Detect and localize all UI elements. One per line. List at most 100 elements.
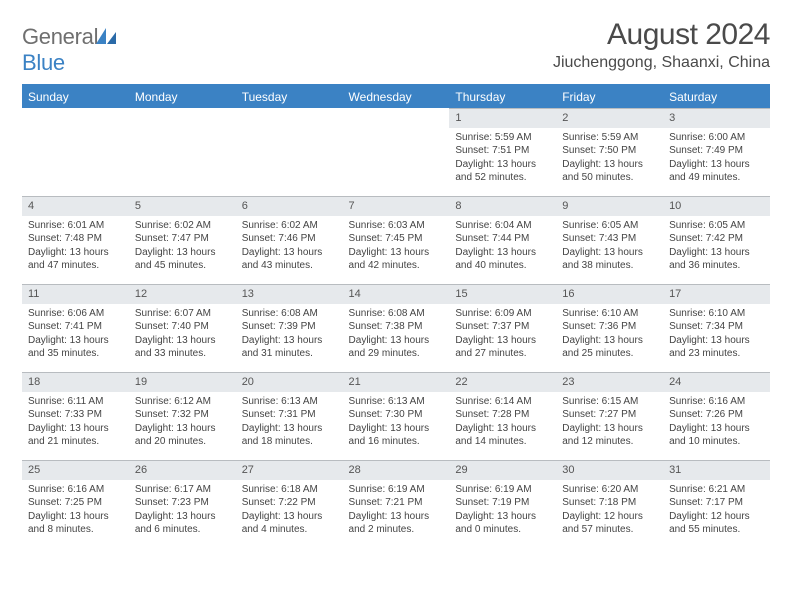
- sunset-text: Sunset: 7:39 PM: [242, 320, 337, 334]
- calendar-cell: 28Sunrise: 6:19 AMSunset: 7:21 PMDayligh…: [343, 460, 450, 548]
- sunset-text: Sunset: 7:48 PM: [28, 232, 123, 246]
- sunset-text: Sunset: 7:22 PM: [242, 496, 337, 510]
- calendar-cell: 27Sunrise: 6:18 AMSunset: 7:22 PMDayligh…: [236, 460, 343, 548]
- calendar-week: 1Sunrise: 5:59 AMSunset: 7:51 PMDaylight…: [22, 108, 770, 196]
- day-number: 21: [343, 372, 450, 392]
- daylight-text: Daylight: 13 hours and 8 minutes.: [28, 510, 123, 537]
- calendar-cell: 5Sunrise: 6:02 AMSunset: 7:47 PMDaylight…: [129, 196, 236, 284]
- day-number: 25: [22, 460, 129, 480]
- calendar-cell: 2 Sunrise: 5:59 AMSunset: 7:50 PMDaylight…: [556, 108, 663, 196]
- daylight-text: Daylight: 13 hours and 14 minutes.: [455, 422, 550, 449]
- day-header-row: SundayMondayTuesdayWednesdayThursdayFrid…: [22, 85, 770, 108]
- daylight-text: Daylight: 13 hours and 29 minutes.: [349, 334, 444, 361]
- day-body: Sunrise: 6:02 AMSunset: 7:46 PMDaylight:…: [236, 216, 343, 275]
- sunrise-text: Sunrise: 6:08 AM: [349, 307, 444, 321]
- title-block: August 2024 Jiuchenggong, Shaanxi, China: [553, 18, 770, 72]
- month-title: August 2024: [553, 18, 770, 52]
- daylight-text: Daylight: 13 hours and 52 minutes.: [455, 158, 550, 185]
- sunset-text: Sunset: 7:32 PM: [135, 408, 230, 422]
- sunrise-text: Sunrise: 6:08 AM: [242, 307, 337, 321]
- daylight-text: Daylight: 13 hours and 42 minutes.: [349, 246, 444, 273]
- day-body: Sunrise: 6:21 AMSunset: 7:17 PMDaylight:…: [663, 480, 770, 539]
- day-body: Sunrise: 6:06 AMSunset: 7:41 PMDaylight:…: [22, 304, 129, 363]
- calendar-cell: 9Sunrise: 6:05 AMSunset: 7:43 PMDaylight…: [556, 196, 663, 284]
- daylight-text: Daylight: 13 hours and 23 minutes.: [669, 334, 764, 361]
- calendar-cell: 30Sunrise: 6:20 AMSunset: 7:18 PMDayligh…: [556, 460, 663, 548]
- sunset-text: Sunset: 7:17 PM: [669, 496, 764, 510]
- day-number: 5: [129, 196, 236, 216]
- calendar-cell: 16Sunrise: 6:10 AMSunset: 7:36 PMDayligh…: [556, 284, 663, 372]
- sunset-text: Sunset: 7:47 PM: [135, 232, 230, 246]
- day-number: 3: [663, 108, 770, 128]
- day-number: 23: [556, 372, 663, 392]
- brand-sail-icon: [96, 24, 116, 50]
- sunset-text: Sunset: 7:21 PM: [349, 496, 444, 510]
- day-body: Sunrise: 6:11 AMSunset: 7:33 PMDaylight:…: [22, 392, 129, 451]
- sunset-text: Sunset: 7:23 PM: [135, 496, 230, 510]
- calendar-cell: 17Sunrise: 6:10 AMSunset: 7:34 PMDayligh…: [663, 284, 770, 372]
- sunset-text: Sunset: 7:36 PM: [562, 320, 657, 334]
- day-body: Sunrise: 6:15 AMSunset: 7:27 PMDaylight:…: [556, 392, 663, 451]
- calendar-cell: 13Sunrise: 6:08 AMSunset: 7:39 PMDayligh…: [236, 284, 343, 372]
- daylight-text: Daylight: 12 hours and 57 minutes.: [562, 510, 657, 537]
- day-header: Saturday: [663, 85, 770, 108]
- brand-part2: Blue: [22, 50, 65, 75]
- calendar-cell: 23Sunrise: 6:15 AMSunset: 7:27 PMDayligh…: [556, 372, 663, 460]
- daylight-text: Daylight: 13 hours and 35 minutes.: [28, 334, 123, 361]
- day-body: Sunrise: 6:16 AMSunset: 7:25 PMDaylight:…: [22, 480, 129, 539]
- calendar-cell: 7Sunrise: 6:03 AMSunset: 7:45 PMDaylight…: [343, 196, 450, 284]
- sunrise-text: Sunrise: 6:04 AM: [455, 219, 550, 233]
- sunset-text: Sunset: 7:50 PM: [562, 144, 657, 158]
- brand-text: GeneralBlue: [22, 24, 116, 76]
- calendar-body: 1Sunrise: 5:59 AMSunset: 7:51 PMDaylight…: [22, 108, 770, 548]
- sunset-text: Sunset: 7:37 PM: [455, 320, 550, 334]
- day-body: Sunrise: 6:08 AMSunset: 7:38 PMDaylight:…: [343, 304, 450, 363]
- day-body: Sunrise: 6:00 AMSunset: 7:49 PMDaylight:…: [663, 128, 770, 187]
- sunset-text: Sunset: 7:41 PM: [28, 320, 123, 334]
- sunrise-text: Sunrise: 6:09 AM: [455, 307, 550, 321]
- daylight-text: Daylight: 13 hours and 6 minutes.: [135, 510, 230, 537]
- calendar-cell: 10Sunrise: 6:05 AMSunset: 7:42 PMDayligh…: [663, 196, 770, 284]
- sunrise-text: Sunrise: 6:17 AM: [135, 483, 230, 497]
- day-body: Sunrise: 6:05 AMSunset: 7:42 PMDaylight:…: [663, 216, 770, 275]
- day-body: Sunrise: 6:10 AMSunset: 7:34 PMDaylight:…: [663, 304, 770, 363]
- day-number: 7: [343, 196, 450, 216]
- calendar-cell: 1Sunrise: 5:59 AMSunset: 7:51 PMDaylight…: [449, 108, 556, 196]
- daylight-text: Daylight: 12 hours and 55 minutes.: [669, 510, 764, 537]
- calendar-cell: [236, 108, 343, 196]
- calendar-cell: 26Sunrise: 6:17 AMSunset: 7:23 PMDayligh…: [129, 460, 236, 548]
- daylight-text: Daylight: 13 hours and 2 minutes.: [349, 510, 444, 537]
- sunset-text: Sunset: 7:31 PM: [242, 408, 337, 422]
- sunset-text: Sunset: 7:43 PM: [562, 232, 657, 246]
- daylight-text: Daylight: 13 hours and 31 minutes.: [242, 334, 337, 361]
- calendar-week: 4Sunrise: 6:01 AMSunset: 7:48 PMDaylight…: [22, 196, 770, 284]
- calendar-cell: 18Sunrise: 6:11 AMSunset: 7:33 PMDayligh…: [22, 372, 129, 460]
- sunrise-text: Sunrise: 6:16 AM: [28, 483, 123, 497]
- sunset-text: Sunset: 7:45 PM: [349, 232, 444, 246]
- sunrise-text: Sunrise: 6:10 AM: [669, 307, 764, 321]
- day-body: Sunrise: 6:03 AMSunset: 7:45 PMDaylight:…: [343, 216, 450, 275]
- calendar-cell: 31Sunrise: 6:21 AMSunset: 7:17 PMDayligh…: [663, 460, 770, 548]
- day-number: 2: [556, 108, 663, 128]
- sunrise-text: Sunrise: 5:59 AM: [562, 131, 657, 145]
- daylight-text: Daylight: 13 hours and 4 minutes.: [242, 510, 337, 537]
- day-number: 14: [343, 284, 450, 304]
- day-body: Sunrise: 6:09 AMSunset: 7:37 PMDaylight:…: [449, 304, 556, 363]
- calendar-cell: 25Sunrise: 6:16 AMSunset: 7:25 PMDayligh…: [22, 460, 129, 548]
- day-body: Sunrise: 6:04 AMSunset: 7:44 PMDaylight:…: [449, 216, 556, 275]
- sunrise-text: Sunrise: 6:02 AM: [135, 219, 230, 233]
- sunrise-text: Sunrise: 5:59 AM: [455, 131, 550, 145]
- sunrise-text: Sunrise: 6:16 AM: [669, 395, 764, 409]
- sunset-text: Sunset: 7:27 PM: [562, 408, 657, 422]
- day-body: Sunrise: 6:01 AMSunset: 7:48 PMDaylight:…: [22, 216, 129, 275]
- day-number: 8: [449, 196, 556, 216]
- day-body: Sunrise: 6:18 AMSunset: 7:22 PMDaylight:…: [236, 480, 343, 539]
- day-body: Sunrise: 6:14 AMSunset: 7:28 PMDaylight:…: [449, 392, 556, 451]
- sunset-text: Sunset: 7:30 PM: [349, 408, 444, 422]
- calendar-cell: 20Sunrise: 6:13 AMSunset: 7:31 PMDayligh…: [236, 372, 343, 460]
- day-number: 18: [22, 372, 129, 392]
- calendar-cell: 6Sunrise: 6:02 AMSunset: 7:46 PMDaylight…: [236, 196, 343, 284]
- calendar-cell: 14Sunrise: 6:08 AMSunset: 7:38 PMDayligh…: [343, 284, 450, 372]
- day-number: 22: [449, 372, 556, 392]
- daylight-text: Daylight: 13 hours and 50 minutes.: [562, 158, 657, 185]
